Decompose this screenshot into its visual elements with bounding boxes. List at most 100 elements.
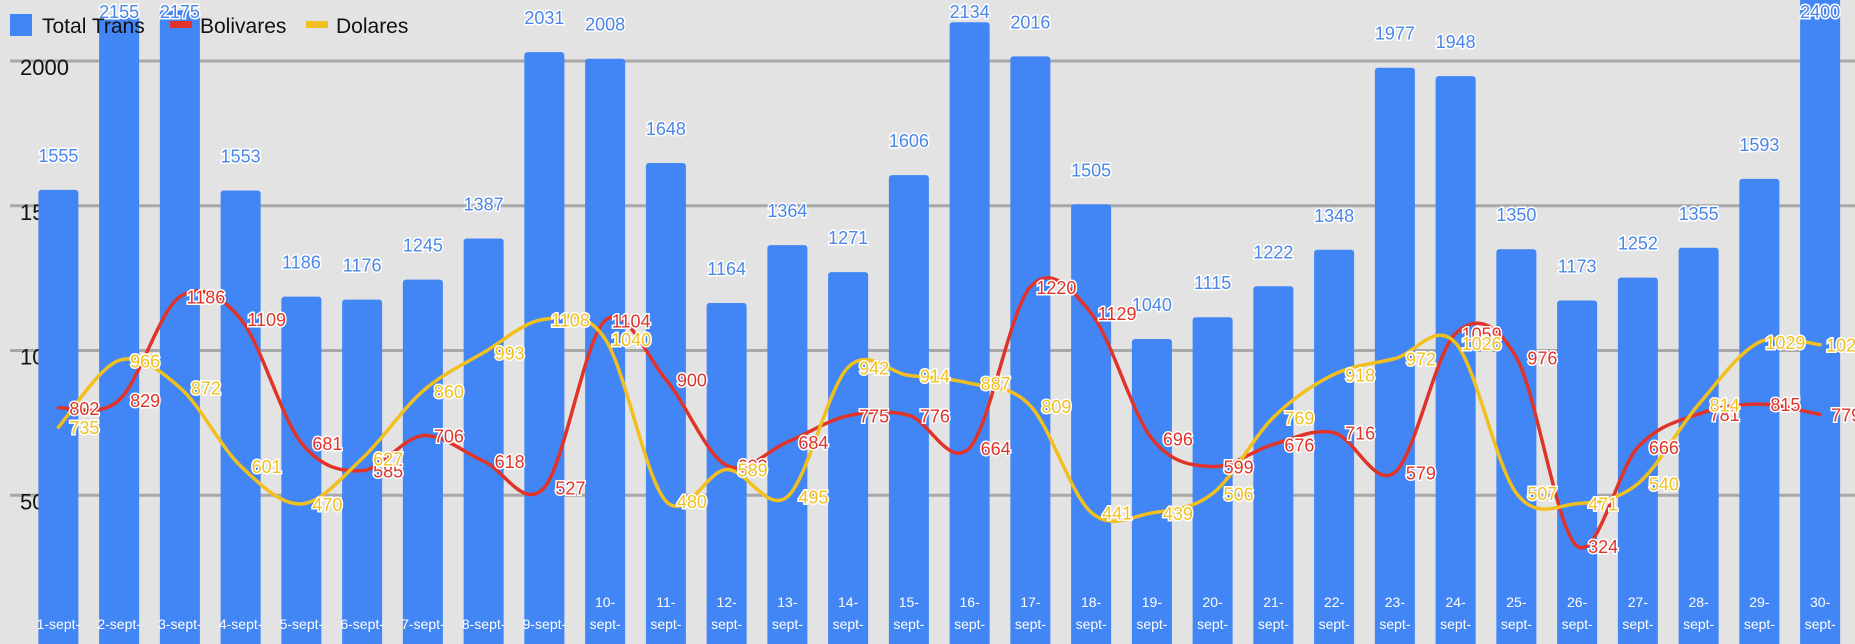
bar-value-label: 1245 <box>403 236 443 256</box>
bar-value-label: 2134 <box>950 2 990 22</box>
x-tick-label-line2: sept- <box>1015 616 1046 632</box>
point-value-label: 664 <box>981 439 1011 459</box>
x-tick-label: 12- <box>717 594 738 610</box>
bar-value-label: 1222 <box>1253 242 1293 262</box>
bar-value-label: 1948 <box>1436 32 1476 52</box>
bar-value-label: 2400 <box>1800 2 1840 22</box>
point-value-label: 814 <box>1710 395 1740 415</box>
x-axis-labels: 1-sept- 2-sept- 3-sept- 4-sept- 5-sept- 6-sep… <box>37 594 1836 632</box>
x-tick-label: 17- <box>1020 594 1041 610</box>
point-value-label: 976 <box>1527 348 1557 368</box>
bar-7-sept- <box>402 279 443 644</box>
point-value-label: 966 <box>130 351 160 371</box>
x-tick-label: 15- <box>899 594 920 610</box>
bar-1-sept- <box>38 189 79 644</box>
point-value-label: 627 <box>373 450 403 470</box>
point-value-label: 618 <box>495 452 525 472</box>
point-value-label: 676 <box>1284 435 1314 455</box>
point-value-label: 900 <box>677 370 707 390</box>
bar-value-label: 1355 <box>1679 204 1719 224</box>
point-value-label: 1108 <box>551 310 590 330</box>
x-tick-label-line2: sept- <box>772 616 803 632</box>
point-value-label: 1026 <box>1462 334 1502 354</box>
x-tick-label: 6-sept- <box>340 616 384 632</box>
bar-value-label: 1505 <box>1071 160 1111 180</box>
bar-29-sept- <box>1739 178 1780 644</box>
point-value-label: 527 <box>555 478 585 498</box>
x-tick-label: 14- <box>838 594 859 610</box>
x-tick-label: 29- <box>1749 594 1770 610</box>
legend-label-bolivares: Bolivares <box>200 15 286 38</box>
bar-21-sept- <box>1253 286 1294 644</box>
point-value-label: 470 <box>312 495 342 515</box>
x-tick-label: 2-sept- <box>97 616 141 632</box>
x-tick-label-line2: sept- <box>1805 616 1836 632</box>
point-value-label: 601 <box>252 457 282 477</box>
point-value-label: 716 <box>1345 424 1375 444</box>
legend-swatch-total-trans <box>10 14 32 36</box>
point-value-label: 579 <box>1406 463 1436 483</box>
bar-value-label: 1553 <box>221 146 261 166</box>
point-value-label: 540 <box>1649 475 1679 495</box>
point-value-label: 779 <box>1831 406 1855 426</box>
bar-5-sept- <box>281 296 322 644</box>
bar-2-sept- <box>99 16 140 644</box>
point-value-label: 802 <box>69 399 99 419</box>
bar-14-sept- <box>828 272 869 644</box>
bar-value-label: 2155 <box>99 2 139 22</box>
bar-value-label: 1387 <box>464 195 504 215</box>
point-value-label: 860 <box>434 382 464 402</box>
series-lines <box>56 276 1822 550</box>
line-dolares <box>56 314 1822 523</box>
x-tick-label: 18- <box>1081 594 1102 610</box>
bar-19-sept- <box>1131 338 1172 644</box>
bar-value-label: 1186 <box>282 253 321 273</box>
point-value-label: 439 <box>1163 504 1193 524</box>
point-value-label: 776 <box>920 406 950 426</box>
bar-30-sept- <box>1800 0 1841 644</box>
point-value-label: 471 <box>1588 495 1618 515</box>
x-tick-label: 9-sept- <box>523 616 567 632</box>
point-value-label: 589 <box>738 461 768 481</box>
x-tick-label-line2: sept- <box>1319 616 1350 632</box>
x-tick-label-line2: sept- <box>1258 616 1289 632</box>
bar-13-sept- <box>767 245 808 644</box>
bar-value-label: 1648 <box>646 119 686 139</box>
point-value-label: 603 <box>738 456 768 476</box>
point-value-label: 1129 <box>1098 304 1137 324</box>
bar-24-sept- <box>1435 76 1476 644</box>
point-value-label: 1186 <box>187 288 226 308</box>
bar-value-label: 1555 <box>38 146 78 166</box>
point-value-label: 781 <box>1710 405 1740 425</box>
bar-26-sept- <box>1557 300 1598 644</box>
x-tick-label-line2: sept- <box>1622 616 1653 632</box>
point-value-label: 495 <box>798 488 828 508</box>
point-value-label: 666 <box>1649 438 1679 458</box>
legend-label-total-trans: Total Trans <box>42 15 145 38</box>
x-tick-label: 20- <box>1203 594 1224 610</box>
point-value-label: 775 <box>859 407 889 427</box>
x-tick-label: 26- <box>1567 594 1588 610</box>
x-tick-label: 7-sept- <box>401 616 445 632</box>
bar-16-sept- <box>949 22 990 644</box>
point-value-label: 942 <box>859 358 889 378</box>
point-value-label: 506 <box>1224 485 1254 505</box>
point-value-label: 972 <box>1406 350 1436 370</box>
bar-3-sept- <box>159 10 200 644</box>
x-tick-label: 10- <box>595 594 616 610</box>
x-tick-label-line2: sept- <box>711 616 742 632</box>
bar-8-sept- <box>463 238 504 644</box>
bar-value-label: 1364 <box>767 201 807 221</box>
x-tick-label: 27- <box>1628 594 1649 610</box>
point-value-label: 1040 <box>611 330 651 350</box>
point-value-label: 872 <box>191 379 221 399</box>
point-value-label: 829 <box>130 391 160 411</box>
bars-total-trans <box>38 0 1841 644</box>
x-tick-label: 28- <box>1689 594 1710 610</box>
x-tick-label-line2: sept- <box>1076 616 1107 632</box>
point-value-label: 1059 <box>1462 324 1502 344</box>
data-labels: 1555 2155 2175 1553 1186 1176 1245 1387 2031 2008… <box>37 1 1855 559</box>
bar-value-label: 1252 <box>1618 234 1658 254</box>
y-tick-label: 2000 <box>20 55 69 80</box>
bar-18-sept- <box>1071 204 1112 644</box>
